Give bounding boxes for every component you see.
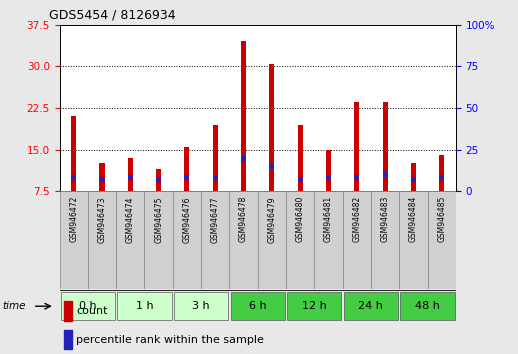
Bar [201, 191, 229, 289]
Bar [213, 125, 218, 191]
Text: GSM946482: GSM946482 [352, 196, 361, 242]
Text: GSM946485: GSM946485 [437, 196, 446, 242]
Text: GSM946478: GSM946478 [239, 196, 248, 242]
Bar [298, 177, 303, 182]
Text: GSM946479: GSM946479 [267, 196, 277, 242]
Bar [258, 191, 286, 289]
Bar [145, 191, 173, 289]
Bar [99, 177, 105, 182]
Text: GSM946473: GSM946473 [97, 196, 107, 242]
Bar [71, 116, 76, 191]
Bar [400, 292, 455, 320]
Bar [117, 292, 171, 320]
Text: GSM946475: GSM946475 [154, 196, 163, 242]
Bar [156, 177, 161, 182]
Bar [184, 147, 190, 191]
Bar [344, 292, 398, 320]
Bar [371, 191, 399, 289]
Bar [439, 155, 444, 191]
Text: 3 h: 3 h [192, 301, 210, 311]
Text: GSM946481: GSM946481 [324, 196, 333, 242]
Bar [269, 64, 275, 191]
Bar [411, 177, 416, 182]
Bar [326, 175, 331, 180]
Bar [64, 301, 72, 321]
Text: 0 h: 0 h [79, 301, 97, 311]
Bar [287, 292, 341, 320]
Text: 12 h: 12 h [302, 301, 327, 311]
Bar [116, 191, 145, 289]
Bar [60, 191, 88, 289]
Text: GSM946483: GSM946483 [381, 196, 390, 242]
Text: time: time [3, 301, 26, 311]
Bar [342, 191, 371, 289]
Bar [382, 102, 387, 191]
Bar [99, 164, 105, 191]
Bar [354, 102, 359, 191]
Bar [229, 191, 258, 289]
Text: GDS5454 / 8126934: GDS5454 / 8126934 [49, 9, 176, 22]
Bar [382, 172, 387, 177]
Text: 24 h: 24 h [358, 301, 383, 311]
Bar [184, 175, 190, 180]
Bar [411, 164, 416, 191]
Bar [354, 175, 359, 180]
Text: GSM946484: GSM946484 [409, 196, 418, 242]
Bar [399, 191, 427, 289]
Text: 48 h: 48 h [415, 301, 440, 311]
Bar [173, 191, 201, 289]
Bar [64, 330, 72, 349]
Bar [269, 164, 275, 169]
Bar [241, 156, 246, 161]
Text: count: count [76, 307, 108, 316]
Bar [286, 191, 314, 289]
Bar [314, 191, 342, 289]
Bar [61, 292, 115, 320]
Bar [156, 169, 161, 191]
Bar [174, 292, 228, 320]
Bar [231, 292, 285, 320]
Text: GSM946476: GSM946476 [182, 196, 192, 242]
Bar [326, 149, 331, 191]
Text: GSM946472: GSM946472 [69, 196, 78, 242]
Bar [439, 175, 444, 180]
Bar [298, 125, 303, 191]
Bar [128, 158, 133, 191]
Bar [71, 175, 76, 180]
Bar [241, 41, 246, 191]
Text: percentile rank within the sample: percentile rank within the sample [76, 335, 264, 345]
Text: GSM946480: GSM946480 [296, 196, 305, 242]
Bar [128, 175, 133, 180]
Bar [88, 191, 116, 289]
Text: GSM946474: GSM946474 [126, 196, 135, 242]
Text: GSM946477: GSM946477 [211, 196, 220, 242]
Bar [213, 175, 218, 180]
Text: 6 h: 6 h [249, 301, 267, 311]
Bar [427, 191, 456, 289]
Text: 1 h: 1 h [136, 301, 153, 311]
